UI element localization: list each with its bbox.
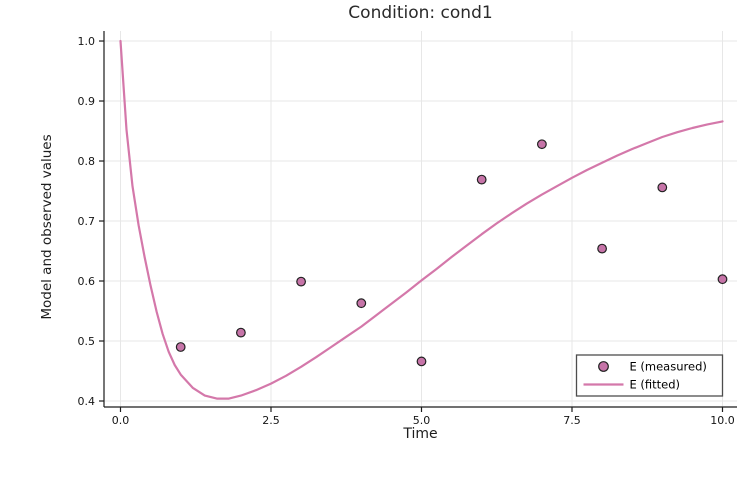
x-tick-label: 7.5 <box>563 414 581 427</box>
legend-label-measured: E (measured) <box>630 360 707 374</box>
legend-label-fitted: E (fitted) <box>630 378 681 392</box>
y-tick-label: 0.7 <box>78 215 96 228</box>
y-tick-label: 0.9 <box>78 95 96 108</box>
y-tick-label: 0.8 <box>78 155 96 168</box>
measured-point <box>175 342 186 352</box>
legend-marker-measured <box>598 361 609 372</box>
measured-point <box>235 327 246 338</box>
measured-point <box>416 356 427 367</box>
measured-point <box>657 182 668 193</box>
y-tick-label: 0.6 <box>78 275 96 288</box>
measured-point <box>536 139 547 150</box>
y-tick-label: 0.4 <box>78 395 96 408</box>
measured-point <box>296 276 306 287</box>
measured-point <box>717 274 728 285</box>
chart-title: Condition: cond1 <box>348 3 493 23</box>
x-axis-title: Time <box>403 426 438 442</box>
x-tick-label: 5.0 <box>413 414 431 427</box>
x-tick-label: 10.0 <box>710 414 735 427</box>
measured-point <box>476 174 487 185</box>
fitted-line <box>119 39 724 400</box>
measured-point <box>597 243 607 254</box>
x-tick-label: 2.5 <box>262 414 280 427</box>
measured-point <box>356 298 367 309</box>
x-tick-label: 0.0 <box>112 414 130 427</box>
y-tick-label: 0.5 <box>78 335 96 348</box>
y-tick-label: 1.0 <box>78 35 96 48</box>
